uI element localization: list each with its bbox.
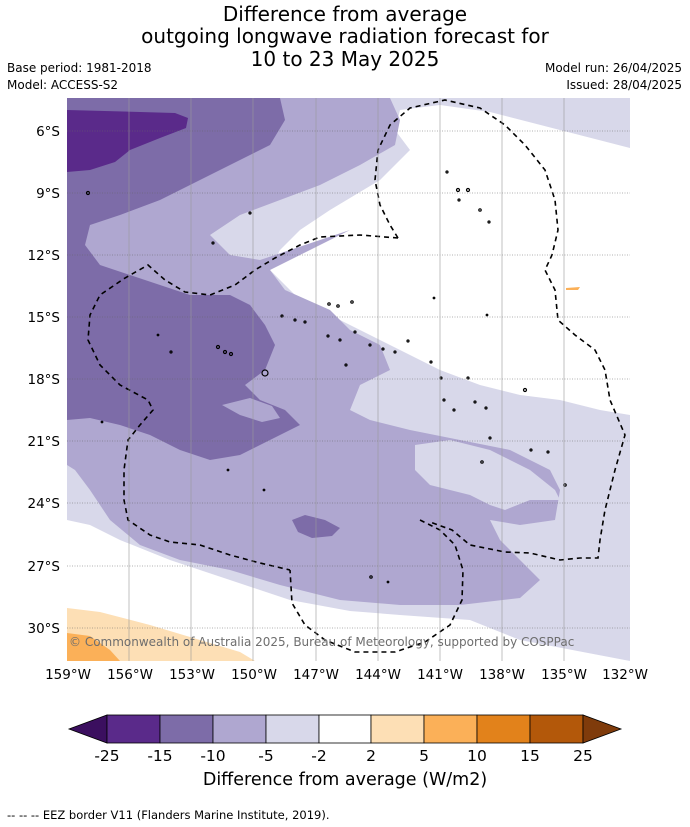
anomaly-region-mid-patch [222,398,280,422]
colorbar-segment [370,714,425,744]
lon-tick-label: 156°W [107,667,153,683]
lat-tick-label: 6°S [36,124,60,140]
colorbar-tick-labels: -25 -15 -10 -5 -2 2 5 10 15 25 [94,747,593,765]
lon-tick-label: 132°W [602,667,648,683]
lat-tick-label: 30°S [28,621,61,637]
colorbar-tick: 5 [419,747,429,765]
eez-borders [87,99,626,653]
colorbar [67,714,623,744]
anomaly-region-positive-weak [67,608,255,661]
anomaly-region-positive-moderate [67,633,120,661]
colorbar-tick: 15 [520,747,540,765]
lat-tick-label: 18°S [28,372,61,388]
issued-date: Issued: 28/04/2025 [566,78,682,92]
lon-tick-label: 153°W [169,667,215,683]
anomaly-region-extreme [67,110,188,172]
eez-legend-note: -- -- -- EEZ border V11 (Flanders Marine… [7,808,330,822]
colorbar-segment [265,714,320,744]
title-line-2: outgoing longwave radiation forecast for [141,24,549,48]
colorbar-tick: -25 [94,747,119,765]
lon-tick-label: 147°W [293,667,339,683]
lon-tick-label: 135°W [541,667,587,683]
colorbar-tick: -15 [147,747,172,765]
model-name: Model: ACCESS-S2 [7,78,119,92]
islands [85,170,567,584]
eez-border-cook-islands [87,234,399,571]
title-line-1: Difference from average [222,2,468,26]
colorbar-extend-low [67,714,108,744]
lat-tick-label: 27°S [28,559,61,575]
copyright-notice: © Commonwealth of Australia 2025, Bureau… [69,635,574,649]
lat-tick-label: 9°S [36,186,60,202]
colorbar-segment [423,714,478,744]
lon-tick-label: 141°W [417,667,463,683]
lon-tick-label: 138°W [479,667,525,683]
eez-border-french-polynesia [374,99,626,561]
colorbar-segment [318,714,372,744]
colorbar-segment [106,714,161,744]
colorbar-segment [529,714,584,744]
lon-tick-label: 150°W [231,667,277,683]
colorbar-segment [476,714,531,744]
eez-border-pitcairn-tubuai [289,519,464,653]
lon-tick-label: 144°W [355,667,401,683]
base-period: Base period: 1981-2018 [7,61,152,75]
colorbar-tick: -10 [200,747,225,765]
colorbar-tick: 25 [573,747,593,765]
colorbar-segment [212,714,267,744]
latitude-labels: 6°S 9°S 12°S 15°S 18°S 21°S 24°S 27°S 30… [28,124,61,637]
colorbar-label: Difference from average (W/m2) [202,770,488,790]
colorbar-tick: 10 [467,747,487,765]
anomaly-region-light-notch [415,440,560,510]
lat-tick-label: 21°S [28,434,61,450]
anomaly-region-strong [67,98,300,460]
lat-tick-label: 12°S [28,248,61,264]
anomaly-region-positive-dot [566,287,580,290]
title-line-3: 10 to 23 May 2025 [250,47,440,71]
lon-tick-label: 159°W [45,667,91,683]
colorbar-tick: 2 [366,747,376,765]
lat-tick-label: 15°S [28,310,61,326]
colorbar-extend-high [582,714,623,744]
colorbar-segment [159,714,214,744]
colorbar-tick: -2 [311,747,326,765]
map-meridians [128,98,565,661]
lat-tick-label: 24°S [28,496,61,512]
map-plot-area: © Commonwealth of Australia 2025, Bureau… [67,98,630,661]
model-run: Model run: 26/04/2025 [544,61,682,75]
longitude-labels: 159°W 156°W 153°W 150°W 147°W 144°W 141°… [45,667,648,683]
colorbar-tick: -5 [258,747,273,765]
